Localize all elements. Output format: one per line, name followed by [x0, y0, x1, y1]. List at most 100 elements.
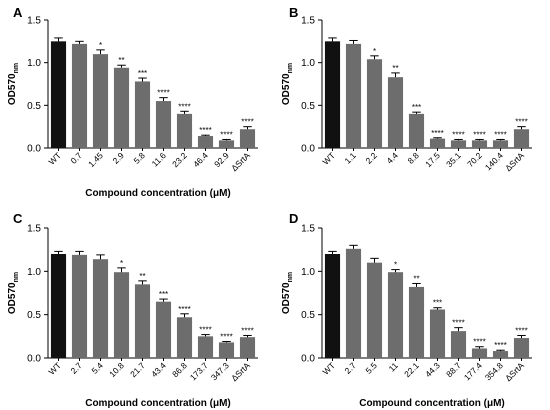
bar	[324, 41, 341, 149]
significance-label: **	[118, 56, 124, 65]
bar	[197, 136, 214, 148]
bar	[155, 101, 172, 148]
x-tick-label: 0.7	[68, 150, 84, 166]
x-tick-label: ΔSrtA	[229, 360, 252, 383]
x-tick-label: 17.5	[423, 150, 442, 169]
bar	[218, 140, 235, 148]
x-tick-label: ΔSrtA	[229, 150, 252, 173]
y-axis-label: OD570nm	[281, 272, 294, 314]
x-tick-label: 5.5	[363, 360, 379, 376]
significance-label: ****	[473, 130, 485, 139]
x-tick-label: 23.2	[170, 150, 189, 169]
significance-label: ***	[433, 299, 442, 308]
bar	[50, 254, 67, 358]
x-tick-label: 44.3	[423, 360, 442, 379]
x-tick-label: WT	[320, 360, 336, 376]
x-tick-label: 173.7	[188, 360, 210, 382]
x-tick-label: 5.4	[89, 360, 105, 376]
significance-label: ****	[515, 118, 527, 127]
panel-letter: B	[289, 5, 298, 20]
x-tick-label: 88.7	[444, 360, 463, 379]
bar	[513, 129, 530, 148]
x-tick-label: 43.4	[149, 360, 168, 379]
bar	[176, 317, 193, 358]
x-tick-label: 10.8	[107, 360, 126, 379]
panel-a: A 0.0 0.5 1.0 1.5 OD570nm WT 0.7 * 1.45 ** 2.9 *** 5.…	[7, 5, 258, 199]
y-tick-label: 1.5	[301, 16, 315, 27]
x-tick-label: 354.8	[483, 360, 505, 382]
significance-label: ****	[178, 102, 190, 111]
x-tick-label: WT	[46, 360, 62, 376]
y-tick-label: 1.5	[27, 224, 41, 235]
x-tick-label: ΔSrtA	[503, 360, 526, 383]
x-tick-label: 86.8	[170, 360, 189, 379]
significance-label: **	[413, 274, 419, 283]
significance-label: ****	[515, 326, 527, 335]
bar	[71, 254, 88, 358]
bar	[429, 138, 446, 148]
x-tick-label: 11.6	[150, 150, 169, 169]
significance-label: **	[139, 272, 145, 281]
y-tick-label: 1.0	[27, 267, 41, 278]
y-tick-label: 1.0	[301, 267, 315, 278]
y-tick-label: 0.5	[301, 310, 315, 321]
bar	[366, 59, 383, 148]
bar	[134, 284, 151, 358]
x-tick-label: 2.7	[342, 360, 358, 376]
bar	[429, 309, 446, 358]
significance-label: **	[392, 64, 398, 73]
x-tick-label: 11	[387, 360, 401, 374]
significance-label: ***	[412, 103, 421, 112]
bar	[471, 140, 488, 148]
y-tick-label: 0.5	[27, 101, 41, 112]
bar	[345, 43, 362, 148]
y-tick-label: 1.5	[27, 16, 41, 27]
significance-label: ***	[138, 69, 147, 78]
x-tick-label: 177.4	[462, 360, 484, 382]
y-tick-label: 0.5	[27, 310, 41, 321]
bar	[113, 67, 130, 148]
significance-label: ****	[431, 129, 443, 138]
significance-label: ***	[159, 290, 168, 299]
bar	[176, 113, 193, 148]
bar	[71, 43, 88, 148]
x-tick-label: 8.8	[405, 150, 421, 166]
y-axis-label: OD570nm	[281, 63, 294, 105]
significance-label: *	[120, 259, 123, 268]
bar	[513, 338, 530, 358]
x-tick-label: 1.1	[342, 150, 358, 166]
significance-label: ****	[241, 118, 253, 127]
x-tick-label: 2.9	[110, 150, 126, 166]
significance-label: *	[99, 41, 102, 50]
bar	[450, 140, 467, 148]
panel-d: D 0.0 0.5 1.0 1.5 OD570nm WT 2.7 5.5 * 11 ** 22.1 ***…	[281, 211, 532, 409]
x-tick-label: 5.8	[131, 150, 147, 166]
significance-label: ****	[494, 341, 506, 350]
bar	[324, 254, 341, 358]
bar	[492, 351, 509, 358]
x-tick-label: 22.1	[402, 360, 421, 379]
x-tick-label: 35.1	[444, 150, 463, 169]
significance-label: *	[394, 261, 397, 270]
x-tick-label: 347.3	[209, 360, 231, 382]
y-axis-label: OD570nm	[7, 272, 20, 314]
x-tick-label: ΔSrtA	[503, 150, 526, 173]
x-tick-label: 1.45	[86, 150, 105, 169]
y-tick-label: 1.5	[301, 224, 315, 235]
bar	[113, 272, 130, 358]
bar	[387, 77, 404, 148]
bar	[239, 337, 256, 358]
x-axis-label: Compound concentration (μM)	[85, 398, 231, 409]
significance-label: ****	[241, 326, 253, 335]
significance-label: ****	[494, 130, 506, 139]
y-tick-label: 0.0	[27, 144, 41, 155]
bar	[218, 342, 235, 358]
significance-label: ****	[199, 126, 211, 135]
bar	[366, 262, 383, 358]
y-tick-label: 0.0	[301, 144, 315, 155]
bar	[387, 272, 404, 358]
significance-label: ****	[157, 89, 169, 98]
x-tick-label: 21.7	[128, 360, 147, 379]
x-tick-label: 4.4	[384, 150, 400, 166]
bar	[155, 301, 172, 358]
